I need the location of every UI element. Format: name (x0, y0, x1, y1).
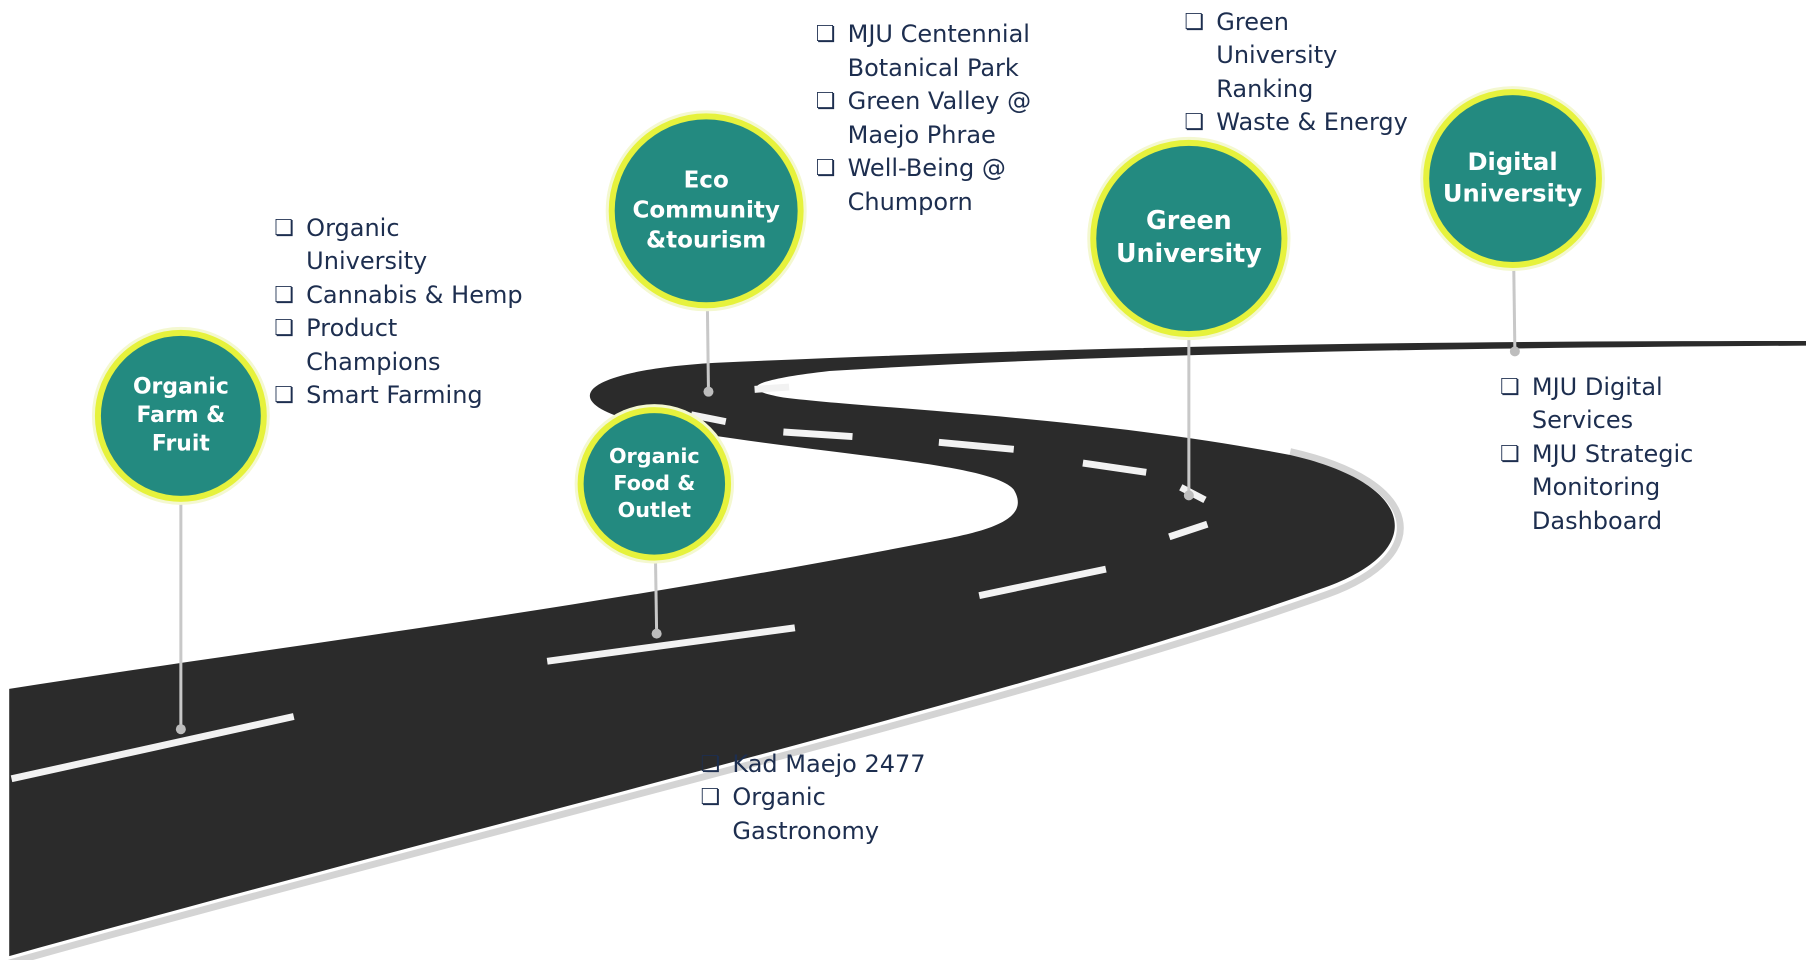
item-text: MJU Digital (1532, 371, 1693, 405)
milestone: Digital University (1420, 86, 1605, 356)
item: Kad Maejo 2477 (700, 748, 925, 782)
item-text: Champions (306, 346, 522, 380)
item-text: MJU Centennial (848, 18, 1032, 52)
milestone-label: University (1116, 238, 1262, 268)
milestone-label: Food & (613, 471, 695, 495)
milestone-label: &tourism (646, 227, 766, 253)
item: Well-Being @Chumporn (816, 152, 1032, 219)
item-text: Cannabis & Hemp (306, 279, 522, 313)
pin-dot (652, 629, 662, 639)
item-text: Well-Being @ (848, 152, 1032, 186)
item-text: Services (1532, 404, 1693, 438)
milestone-items: Kad Maejo 2477OrganicGastronomy (700, 748, 925, 849)
item: Green Valley @Maejo Phrae (816, 85, 1032, 152)
item-text: Waste & Energy (1216, 106, 1408, 140)
pin-dot (176, 724, 186, 734)
item-text: Botanical Park (848, 52, 1032, 86)
pin-dot (1510, 346, 1520, 356)
milestone-label: Community (632, 197, 779, 223)
item-text: Product (306, 312, 522, 346)
milestone-label: Organic (609, 444, 700, 468)
milestone-label: University (1443, 179, 1583, 207)
item-text: Green (1216, 6, 1408, 40)
pin-dot (1184, 490, 1194, 500)
milestone-label: Fruit (152, 431, 210, 456)
item-text: Dashboard (1532, 505, 1693, 539)
item-text: Organic (306, 212, 522, 246)
item-text: Ranking (1216, 73, 1408, 107)
lane-dash (755, 387, 790, 389)
item: Smart Farming (274, 379, 522, 413)
milestone-items: GreenUniversityRankingWaste & Energy (1184, 6, 1408, 140)
item-text: MJU Strategic (1532, 438, 1693, 472)
milestone-label: Eco (684, 167, 729, 193)
item-text: University (1216, 39, 1408, 73)
milestone: Eco Community&tourism (606, 110, 807, 396)
item-text: Green Valley @ (848, 85, 1032, 119)
milestone-label: Organic (133, 374, 229, 399)
item-text: Chumporn (848, 186, 1032, 220)
milestone-items: OrganicUniversityCannabis & HempProductC… (274, 212, 522, 413)
item-text: Maejo Phrae (848, 119, 1032, 153)
item-text: Smart Farming (306, 379, 522, 413)
pin-dot (703, 387, 713, 397)
lane-dash (783, 432, 852, 437)
item: Waste & Energy (1184, 106, 1408, 140)
milestone-label: Digital (1467, 148, 1557, 176)
item-text: Kad Maejo 2477 (732, 748, 925, 782)
item-text: Gastronomy (732, 815, 925, 849)
item-text: University (306, 245, 522, 279)
milestone-label: Farm & (137, 403, 226, 428)
milestone-label: Green (1146, 205, 1232, 235)
item-text: Organic (732, 781, 925, 815)
item-text: Monitoring (1532, 471, 1693, 505)
milestone-label: Outlet (618, 498, 691, 522)
milestone-items: MJU DigitalServicesMJU StrategicMonitori… (1500, 371, 1693, 539)
item: Cannabis & Hemp (274, 279, 522, 313)
roadmap: Organic Farm & Fruit Organic Food & Outlet Eco… (0, 0, 1806, 960)
